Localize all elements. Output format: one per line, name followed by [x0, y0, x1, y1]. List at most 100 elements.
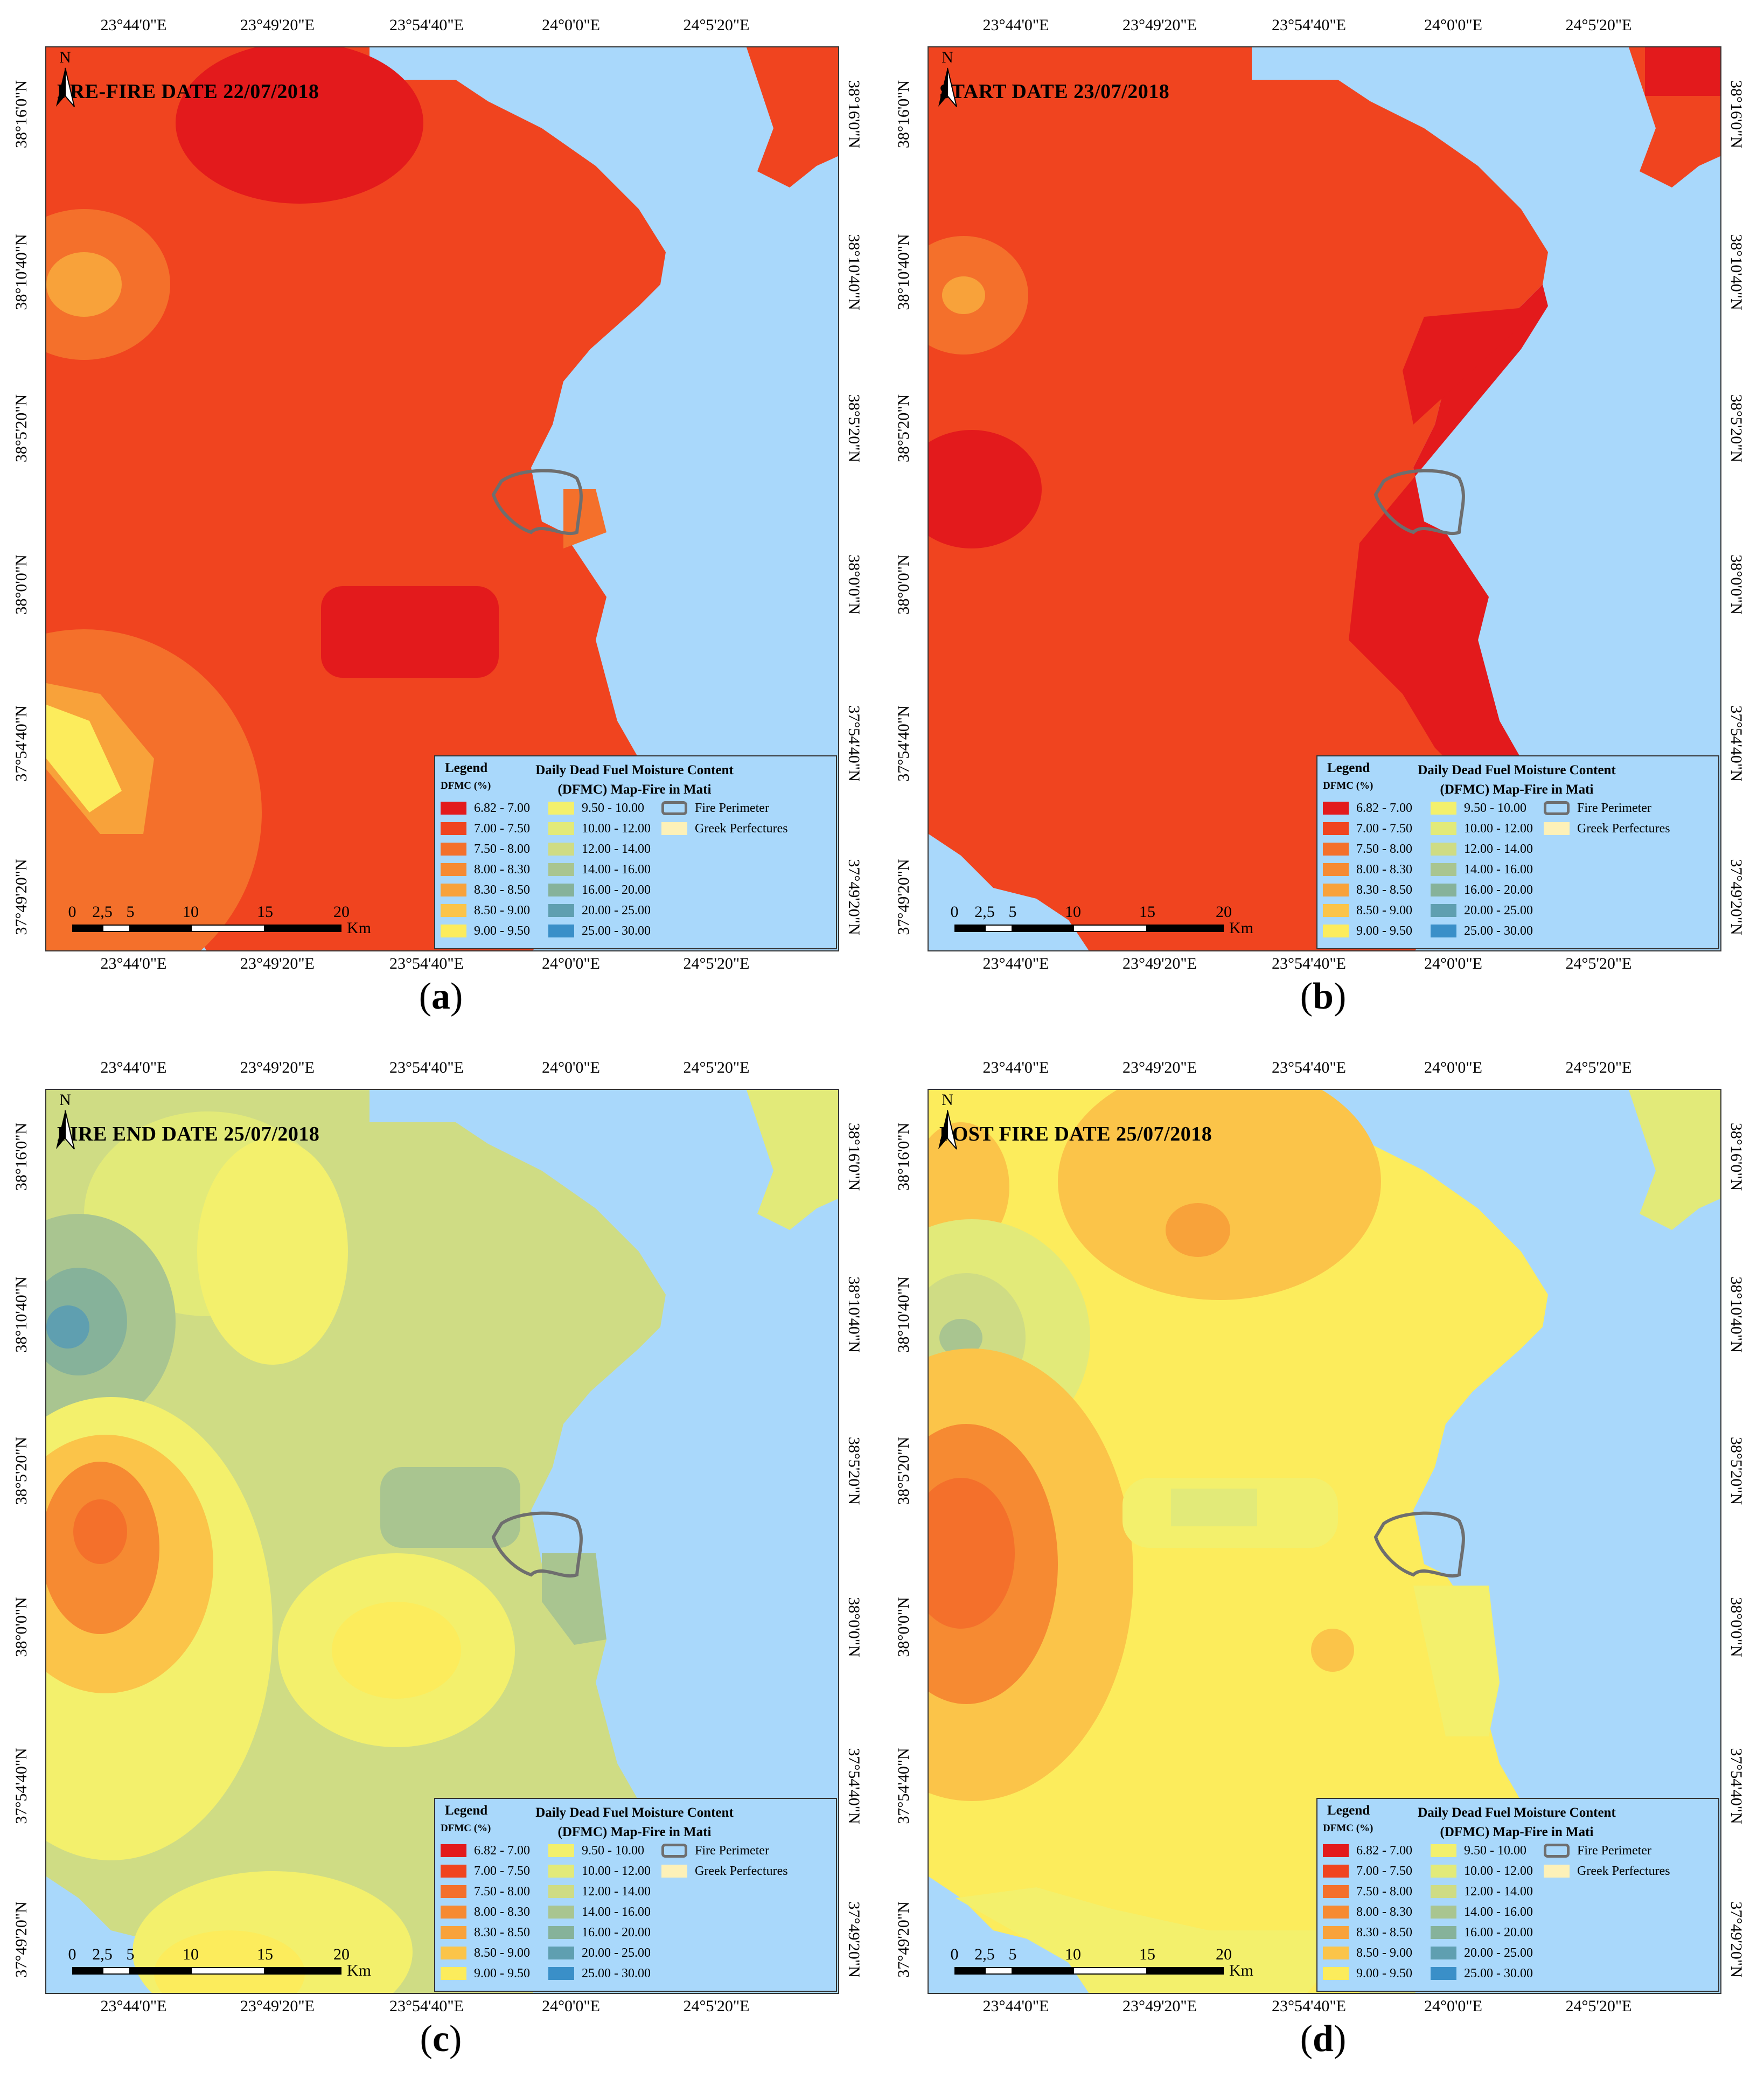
legend-item: 6.82 - 7.00 [1323, 800, 1412, 817]
latitude-label: 38°5'20"N [12, 1436, 30, 1505]
legend-item-label: 6.82 - 7.00 [1356, 1843, 1412, 1858]
longitude-label: 24°0'0"E [1424, 1059, 1482, 1076]
legend-item-label: 16.00 - 20.00 [582, 882, 651, 897]
legend-item: 10.00 - 12.00 [1431, 820, 1533, 837]
latitude-label: 38°0'0"N [845, 1597, 863, 1657]
legend-item-label: 10.00 - 12.00 [1464, 1864, 1533, 1878]
latitude-label: 37°54'40"N [12, 705, 30, 782]
legend-item: 25.00 - 30.00 [1431, 922, 1533, 940]
scale-tick-label: 2,5 [92, 903, 113, 921]
legend-item-label: 6.82 - 7.00 [474, 801, 530, 815]
scale-tick-label: 10 [183, 1945, 199, 1963]
legend-item: 8.30 - 8.50 [441, 1924, 530, 1941]
latitude-label: 37°54'40"N [845, 1748, 863, 1824]
scale-bar-segment [1013, 1967, 1073, 1975]
legend-item: 25.00 - 30.00 [548, 922, 651, 940]
legend-item: 8.00 - 8.30 [441, 861, 530, 878]
scale-tick-label: 20 [333, 903, 350, 921]
scale-tick-label: 20 [1216, 903, 1232, 921]
latitude-label: 37°49'20"N [895, 1901, 912, 1978]
legend-title: Legend [445, 761, 488, 775]
legend-item: 8.50 - 9.00 [1323, 902, 1412, 919]
scale-bar: 0 2,5 5 10 15 20 Km [61, 903, 406, 941]
longitude-label: 24°0'0"E [1424, 1997, 1482, 2015]
scale-bar-segment [954, 1967, 985, 1975]
scale-tick-label: 5 [126, 903, 135, 921]
legend-item-label: Fire Perimeter [1577, 801, 1651, 815]
legend-item-label: 25.00 - 30.00 [1464, 923, 1533, 938]
legend-item: 8.50 - 9.00 [1323, 1944, 1412, 1962]
longitude-label: 23°49'20"E [240, 1997, 315, 2015]
legend-swatch [1323, 884, 1349, 896]
longitude-label: 24°0'0"E [1424, 16, 1482, 34]
legend-item: 10.00 - 12.00 [1431, 1862, 1533, 1880]
legend-swatch [548, 863, 574, 876]
legend-item-label: 9.00 - 9.50 [1356, 923, 1412, 938]
scale-bar-segment [985, 1967, 1013, 1975]
longitude-label: 23°49'20"E [1122, 1059, 1197, 1076]
legend-swatch [1431, 884, 1456, 896]
panel-title: FIRE END DATE 25/07/2018 [57, 1123, 320, 1145]
panel-title: POST FIRE DATE 25/07/2018 [939, 1123, 1212, 1145]
legend-heading-line2: (DFMC) Map-Fire in Mati [1440, 782, 1594, 797]
legend-swatch [548, 1865, 574, 1878]
latitude-label: 38°0'0"N [1727, 1597, 1745, 1657]
legend-item-label: 16.00 - 20.00 [582, 1925, 651, 1940]
legend-swatch [1431, 1885, 1456, 1898]
longitude-label: 23°54'40"E [389, 955, 464, 972]
legend-item: 6.82 - 7.00 [441, 1842, 530, 1859]
legend-item: 16.00 - 20.00 [548, 1924, 651, 1941]
legend-item-label: Greek Perfectures [1577, 821, 1670, 836]
legend-item: 8.50 - 9.00 [441, 1944, 530, 1962]
legend-item: 8.50 - 9.00 [441, 902, 530, 919]
legend-item: 8.30 - 8.50 [441, 881, 530, 899]
legend-item-label: 9.00 - 9.50 [474, 923, 530, 938]
latitude-label: 38°16'0"N [1727, 1122, 1745, 1191]
legend-item-label: 16.00 - 20.00 [1464, 882, 1533, 897]
scale-unit-label: Km [347, 1962, 371, 1979]
legend-item-label: 7.00 - 7.50 [474, 1864, 530, 1878]
svg-text:N: N [59, 1091, 71, 1109]
legend-swatch [1544, 801, 1570, 815]
north-arrow-icon: N [56, 48, 75, 107]
legend-item: 20.00 - 25.00 [548, 1944, 651, 1962]
panel-caption: (b) [1300, 976, 1347, 1017]
legend-item: 12.00 - 14.00 [548, 840, 651, 858]
scale-bar-segment [130, 925, 191, 932]
legend-item-label: 8.00 - 8.30 [474, 1905, 530, 1919]
legend-item: 7.00 - 7.50 [1323, 1862, 1412, 1880]
legend-item: 9.00 - 9.50 [441, 1965, 530, 1982]
scale-bar-segment [265, 925, 341, 932]
legend-item: 7.00 - 7.50 [441, 1862, 530, 1880]
legend-item-label: 8.50 - 9.00 [474, 903, 530, 918]
scale-bar: 0 2,5 5 10 15 20 Km [61, 1945, 406, 1983]
hot-zone [176, 47, 423, 204]
scale-bar-segment [130, 1967, 191, 1975]
legend-item: 8.00 - 8.30 [1323, 861, 1412, 878]
scale-unit-label: Km [1229, 1962, 1253, 1979]
legend-swatch [1431, 843, 1456, 856]
north-arrow-icon: N [56, 1091, 75, 1150]
legend-swatch [1323, 802, 1349, 815]
legend-swatch [1544, 822, 1570, 835]
scale-bar-segment [102, 1967, 130, 1975]
latitude-label: 38°10'40"N [1727, 234, 1745, 310]
legend-item-label: 12.00 - 14.00 [582, 842, 651, 856]
scale-tick-label: 10 [1065, 903, 1081, 921]
legend-swatch [1431, 802, 1456, 815]
legend-item: 12.00 - 14.00 [548, 1883, 651, 1900]
longitude-label: 24°5'20"E [683, 16, 750, 34]
legend-item-label: 14.00 - 16.00 [1464, 862, 1533, 877]
latitude-label: 37°49'20"N [12, 859, 30, 935]
dfmc-map-c [46, 1090, 838, 1993]
legend-heading-line1: Daily Dead Fuel Moisture Content [535, 763, 734, 777]
longitude-label: 23°54'40"E [1272, 955, 1346, 972]
latitude-label: 38°0'0"N [895, 554, 912, 615]
legend-swatch [1323, 1947, 1349, 1959]
longitude-label: 23°54'40"E [1272, 1059, 1346, 1076]
legend-swatch [1431, 863, 1456, 876]
legend-item-label: Fire Perimeter [1577, 1843, 1651, 1858]
map-frame: POST FIRE DATE 25/07/2018 N Legend DFMC … [928, 1089, 1721, 1994]
legend-unit: DFMC (%) [1323, 1823, 1373, 1834]
legend-item-label: 8.30 - 8.50 [1356, 1925, 1412, 1940]
